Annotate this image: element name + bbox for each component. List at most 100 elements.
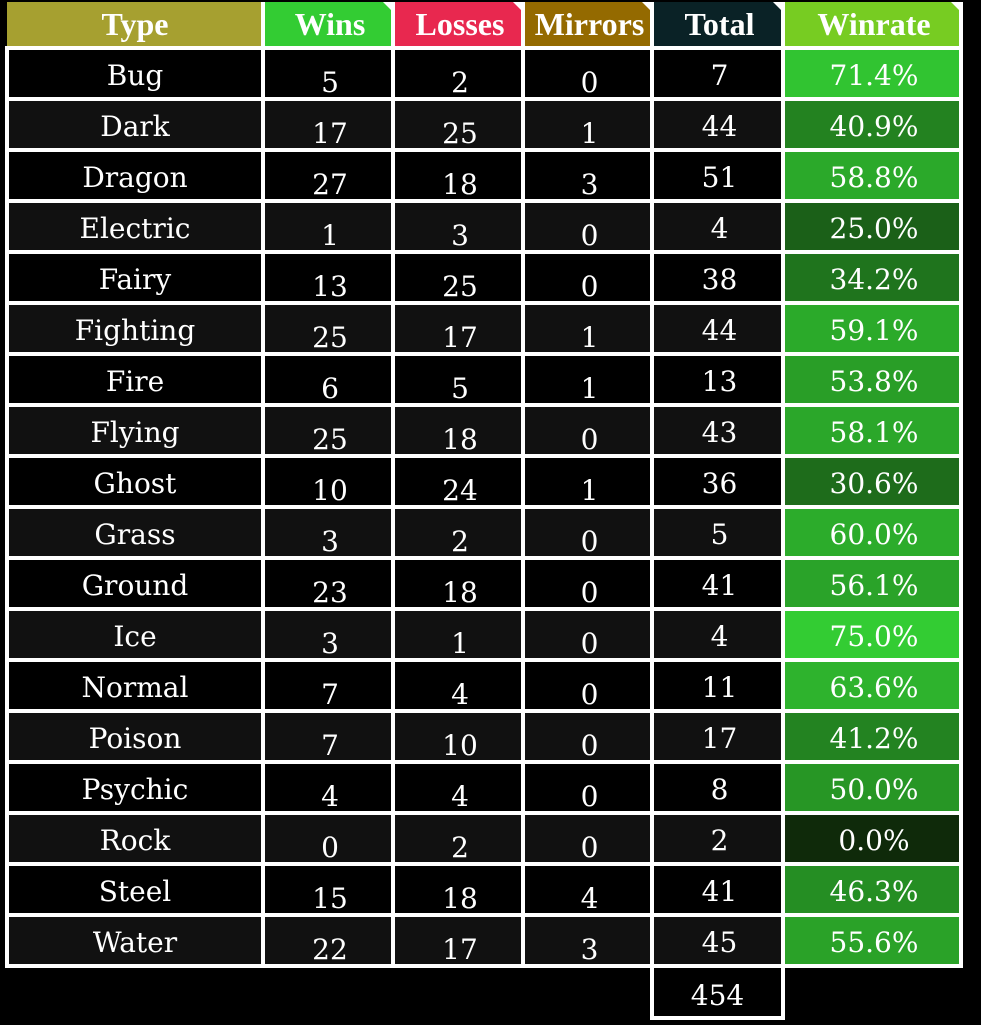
grid-line-horizontal bbox=[5, 658, 963, 662]
grid-line-vertical bbox=[521, 2, 525, 968]
winrate-cell: 34.2% bbox=[785, 254, 963, 305]
wins-value: 4 bbox=[265, 764, 395, 815]
total-value: 7 bbox=[654, 50, 785, 101]
wins-value: 25 bbox=[265, 305, 395, 356]
header-total: Total bbox=[654, 2, 785, 46]
winrate-cell: 58.8% bbox=[785, 152, 963, 203]
grid-line-horizontal bbox=[5, 811, 963, 815]
total-value: 11 bbox=[654, 662, 785, 713]
mirrors-value: 0 bbox=[525, 254, 654, 305]
total-value: 36 bbox=[654, 458, 785, 509]
total-value: 13 bbox=[654, 356, 785, 407]
grid-line-horizontal bbox=[5, 250, 963, 254]
grid-line-horizontal bbox=[5, 607, 963, 611]
type-label: Ground bbox=[7, 560, 263, 611]
wins-value: 13 bbox=[265, 254, 395, 305]
wins-value: 3 bbox=[265, 611, 395, 662]
grid-line-horizontal bbox=[5, 46, 963, 50]
type-label: Grass bbox=[7, 509, 263, 560]
total-value: 17 bbox=[654, 713, 785, 764]
winrate-cell: 30.6% bbox=[785, 458, 963, 509]
wins-value: 15 bbox=[265, 866, 395, 917]
grid-line-horizontal bbox=[5, 709, 963, 713]
total-value: 44 bbox=[654, 101, 785, 152]
grid-line-horizontal bbox=[5, 913, 963, 917]
grid-line-vertical bbox=[391, 2, 395, 968]
winrate-cell: 71.4% bbox=[785, 50, 963, 101]
mirrors-value: 0 bbox=[525, 764, 654, 815]
grid-line-horizontal bbox=[5, 352, 963, 356]
winrate-cell: 55.6% bbox=[785, 917, 963, 968]
winrate-cell: 0.0% bbox=[785, 815, 963, 866]
grid-line-horizontal bbox=[5, 760, 963, 764]
mirrors-value: 0 bbox=[525, 509, 654, 560]
grid-line-vertical bbox=[650, 2, 654, 968]
type-label: Electric bbox=[7, 203, 263, 254]
mirrors-value: 0 bbox=[525, 50, 654, 101]
mirrors-value: 4 bbox=[525, 866, 654, 917]
mirrors-value: 0 bbox=[525, 713, 654, 764]
winrate-cell: 60.0% bbox=[785, 509, 963, 560]
header-type: Type bbox=[7, 2, 263, 46]
grid-line-horizontal bbox=[5, 505, 963, 509]
mirrors-value: 0 bbox=[525, 815, 654, 866]
winrate-cell: 59.1% bbox=[785, 305, 963, 356]
type-label: Normal bbox=[7, 662, 263, 713]
wins-value: 0 bbox=[265, 815, 395, 866]
wins-value: 5 bbox=[265, 50, 395, 101]
wins-value: 1 bbox=[265, 203, 395, 254]
total-value: 45 bbox=[654, 917, 785, 968]
losses-value: 17 bbox=[395, 305, 525, 356]
header-wins: Wins bbox=[265, 2, 395, 46]
grid-line-horizontal bbox=[5, 862, 963, 866]
header-mirrors: Mirrors bbox=[525, 2, 654, 46]
type-label: Poison bbox=[7, 713, 263, 764]
grid-line-horizontal bbox=[5, 403, 963, 407]
losses-value: 25 bbox=[395, 254, 525, 305]
losses-value: 2 bbox=[395, 50, 525, 101]
total-value: 5 bbox=[654, 509, 785, 560]
type-label: Ghost bbox=[7, 458, 263, 509]
wins-value: 7 bbox=[265, 713, 395, 764]
losses-value: 18 bbox=[395, 407, 525, 458]
winrate-cell: 53.8% bbox=[785, 356, 963, 407]
wins-value: 7 bbox=[265, 662, 395, 713]
grid-line-horizontal bbox=[5, 148, 963, 152]
losses-value: 18 bbox=[395, 866, 525, 917]
grid-line-horizontal bbox=[5, 301, 963, 305]
grid-line-vertical bbox=[781, 2, 785, 968]
mirrors-value: 1 bbox=[525, 356, 654, 407]
grand-total-value: 454 bbox=[650, 964, 785, 1020]
losses-value: 4 bbox=[395, 662, 525, 713]
wins-value: 23 bbox=[265, 560, 395, 611]
winrate-cell: 75.0% bbox=[785, 611, 963, 662]
type-label: Fairy bbox=[7, 254, 263, 305]
winrate-cell: 41.2% bbox=[785, 713, 963, 764]
winrate-cell: 40.9% bbox=[785, 101, 963, 152]
mirrors-value: 1 bbox=[525, 458, 654, 509]
type-label: Ice bbox=[7, 611, 263, 662]
losses-value: 4 bbox=[395, 764, 525, 815]
type-label: Rock bbox=[7, 815, 263, 866]
wins-value: 22 bbox=[265, 917, 395, 968]
losses-value: 24 bbox=[395, 458, 525, 509]
total-value: 2 bbox=[654, 815, 785, 866]
total-value: 41 bbox=[654, 866, 785, 917]
losses-value: 18 bbox=[395, 152, 525, 203]
mirrors-value: 1 bbox=[525, 101, 654, 152]
total-value: 44 bbox=[654, 305, 785, 356]
losses-value: 10 bbox=[395, 713, 525, 764]
losses-value: 3 bbox=[395, 203, 525, 254]
wins-value: 25 bbox=[265, 407, 395, 458]
grid-line-vertical bbox=[261, 2, 265, 968]
grid-line-vertical bbox=[959, 2, 963, 968]
mirrors-value: 1 bbox=[525, 305, 654, 356]
losses-value: 2 bbox=[395, 815, 525, 866]
total-value: 43 bbox=[654, 407, 785, 458]
wins-value: 3 bbox=[265, 509, 395, 560]
grid-line-horizontal bbox=[5, 97, 963, 101]
losses-value: 1 bbox=[395, 611, 525, 662]
grid-line-horizontal bbox=[5, 454, 963, 458]
grid-line-horizontal bbox=[5, 964, 963, 968]
winrate-cell: 46.3% bbox=[785, 866, 963, 917]
